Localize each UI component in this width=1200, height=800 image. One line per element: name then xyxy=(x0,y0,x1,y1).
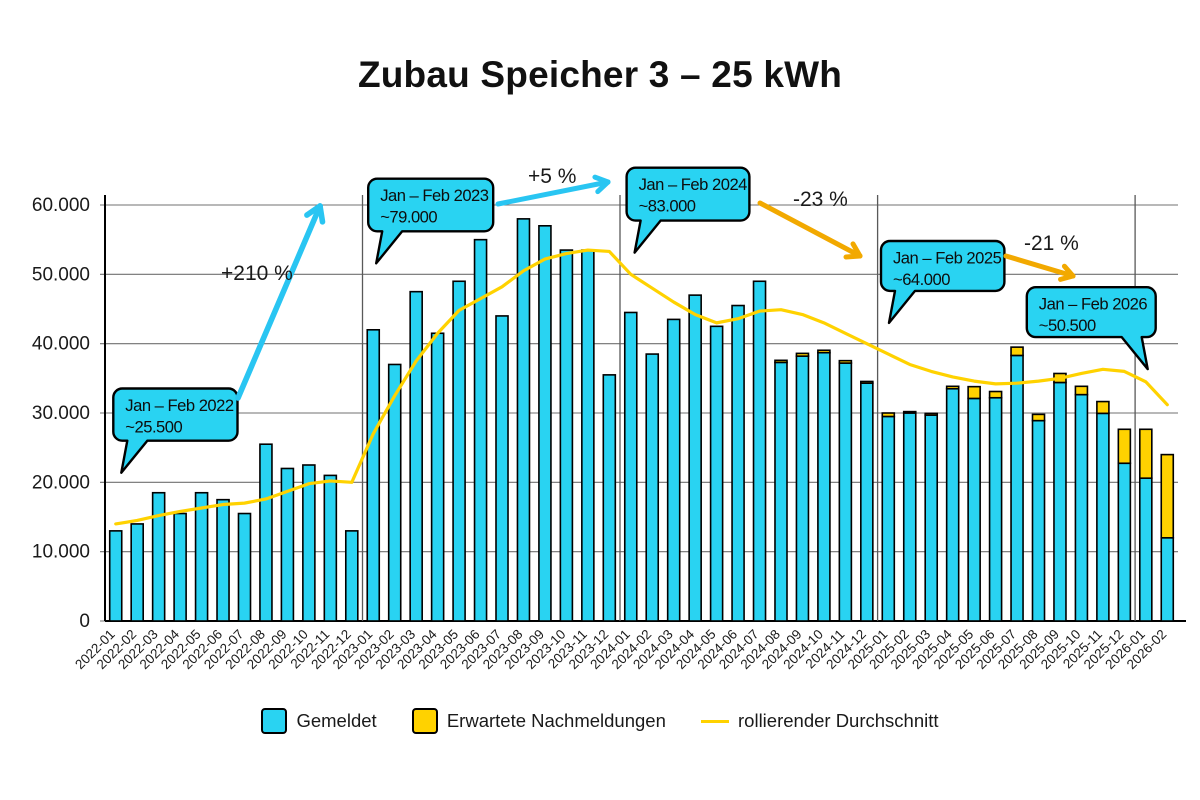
svg-text:~50.500: ~50.500 xyxy=(1039,316,1096,335)
svg-text:+210 %: +210 % xyxy=(221,262,293,285)
svg-text:20.000: 20.000 xyxy=(32,472,90,493)
svg-text:60.000: 60.000 xyxy=(32,195,90,216)
svg-text:Jan – Feb 2026: Jan – Feb 2026 xyxy=(1039,295,1148,314)
svg-text:40.000: 40.000 xyxy=(32,334,90,355)
svg-text:Jan – Feb 2023: Jan – Feb 2023 xyxy=(380,186,489,205)
svg-text:~79.000: ~79.000 xyxy=(380,208,437,227)
svg-text:Jan – Feb 2024: Jan – Feb 2024 xyxy=(639,175,748,194)
svg-text:30.000: 30.000 xyxy=(32,403,90,424)
svg-text:~25.500: ~25.500 xyxy=(125,418,182,437)
svg-text:50.000: 50.000 xyxy=(32,264,90,285)
svg-text:~64.000: ~64.000 xyxy=(893,270,950,289)
svg-text:-21 %: -21 % xyxy=(1024,232,1079,255)
svg-text:0: 0 xyxy=(79,611,90,632)
svg-text:Jan – Feb 2022: Jan – Feb 2022 xyxy=(125,396,234,415)
svg-text:-23 %: -23 % xyxy=(793,188,848,211)
svg-text:Jan – Feb 2025: Jan – Feb 2025 xyxy=(893,249,1002,268)
svg-text:10.000: 10.000 xyxy=(32,542,90,563)
svg-text:+5 %: +5 % xyxy=(528,165,576,188)
svg-text:~83.000: ~83.000 xyxy=(639,197,696,216)
